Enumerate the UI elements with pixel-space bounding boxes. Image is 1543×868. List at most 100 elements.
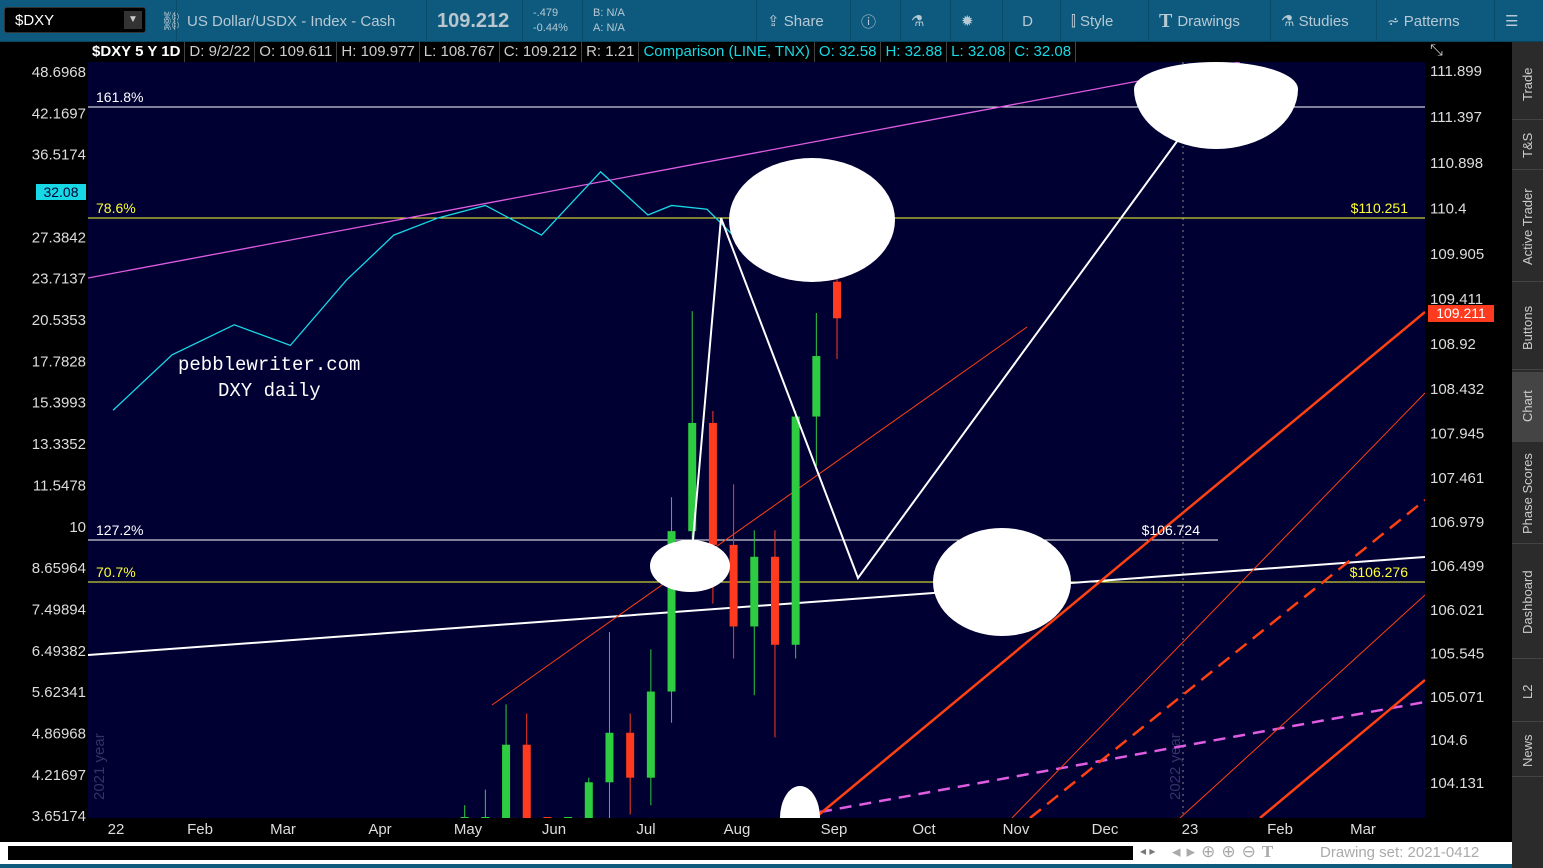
watermark-title: DXY daily bbox=[218, 380, 321, 402]
net-change: -.479 bbox=[533, 7, 559, 19]
time-axis-tick: Feb bbox=[1267, 821, 1293, 838]
style-button[interactable]: ⫿ Style bbox=[1060, 0, 1123, 42]
last-price: 109.212 bbox=[426, 0, 519, 42]
aggregation-button[interactable]: D bbox=[1002, 0, 1052, 42]
zoom-in-icon[interactable]: ⊕ bbox=[1221, 842, 1242, 861]
bar-range: R: 1.21 bbox=[582, 42, 640, 62]
side-tab-phase-scores[interactable]: Phase Scores bbox=[1512, 444, 1543, 544]
candle bbox=[812, 312, 821, 467]
fib-label-1272: 127.2% bbox=[96, 522, 143, 538]
drawings-button[interactable]: T Drawings bbox=[1148, 0, 1250, 42]
last-price-marker bbox=[1428, 305, 1494, 322]
candle bbox=[543, 817, 552, 818]
magenta-dashed-line bbox=[819, 700, 1425, 814]
left-axis-tick: 17.7828 bbox=[32, 353, 86, 370]
link-icon[interactable]: ⛓ bbox=[160, 10, 183, 31]
left-axis-tick: 48.6968 bbox=[32, 64, 86, 81]
right-axis-tick: 106.499 bbox=[1430, 558, 1484, 575]
side-tab-chart[interactable]: Chart bbox=[1512, 372, 1543, 442]
time-axis-tick: Dec bbox=[1092, 821, 1119, 838]
left-axis-tick: 15.3993 bbox=[32, 395, 86, 412]
horizontal-scrollbar[interactable] bbox=[8, 846, 1133, 860]
comparison-high: H: 32.88 bbox=[881, 42, 948, 62]
time-axis-tick: Jul bbox=[636, 821, 655, 838]
bid: B: N/A bbox=[593, 7, 625, 19]
patterns-icon: ⩫ bbox=[1387, 13, 1404, 30]
price-chart[interactable]: 2021 year 2022 year 161.8% 78.6% 127.2% … bbox=[0, 0, 1512, 842]
candle-body bbox=[791, 416, 800, 645]
symbol-input[interactable]: $DXY ▼ bbox=[4, 7, 146, 33]
candle-body bbox=[584, 782, 593, 818]
left-axis-tick: 4.21697 bbox=[32, 767, 86, 784]
time-axis-tick: May bbox=[454, 821, 483, 838]
side-tab-dashboard[interactable]: Dashboard bbox=[1512, 547, 1543, 659]
left-axis-tick: 13.3352 bbox=[32, 436, 86, 453]
list-icon: ☰ bbox=[1505, 13, 1519, 30]
left-axis-tick: 5.62341 bbox=[32, 684, 86, 701]
side-tab-active-trader[interactable]: Active Trader bbox=[1512, 172, 1543, 282]
fib-price-707: $106.276 bbox=[1350, 564, 1409, 580]
time-axis-tick: Jun bbox=[542, 821, 566, 838]
side-tab-l-[interactable]: L2 bbox=[1512, 662, 1543, 722]
left-axis: 48.6968 42.1697 36.5174 27.3842 23.7137 20.53… bbox=[32, 64, 86, 825]
right-axis-tick: 107.461 bbox=[1430, 470, 1484, 487]
right-axis-tick: 104.6 bbox=[1430, 732, 1468, 749]
chevron-down-icon[interactable]: ▼ bbox=[124, 11, 142, 29]
right-axis-tick: 105.071 bbox=[1430, 689, 1484, 706]
right-axis-tick: 110.898 bbox=[1430, 155, 1483, 172]
comparison-last-marker bbox=[36, 184, 86, 200]
flask-button[interactable]: ⚗ bbox=[900, 0, 934, 42]
side-tab-trade[interactable]: Trade bbox=[1512, 50, 1543, 120]
settings-button[interactable]: ✹ bbox=[950, 0, 984, 42]
right-axis-tick: 108.92 bbox=[1430, 336, 1476, 353]
time-axis-tick: Mar bbox=[1350, 821, 1376, 838]
gear-icon: ✹ bbox=[961, 13, 974, 30]
fib-price-786: $110.251 bbox=[1351, 200, 1409, 216]
scroll-arrows-icon[interactable]: ◂ ▸ bbox=[1140, 844, 1156, 858]
studies-button[interactable]: ⚗ Studies bbox=[1270, 0, 1359, 42]
highlight-ellipse-lower bbox=[1134, 89, 1298, 149]
left-axis-tick: 7.49894 bbox=[32, 601, 86, 618]
crosshair-icon[interactable]: ⊕ bbox=[1201, 842, 1222, 861]
bottom-bar: ◂ ▸ ◂▸⊕⊕⊖T Drawing set: 2021-0412 bbox=[0, 842, 1512, 864]
menu-button[interactable]: ☰ bbox=[1494, 0, 1528, 42]
time-axis: 22 Feb Mar Apr May Jun Jul Aug Sep Oct Nov Dec 23 Feb… bbox=[108, 821, 1376, 838]
candle-body bbox=[481, 817, 490, 818]
right-axis-tick: 105.545 bbox=[1430, 645, 1484, 662]
left-axis-tick: 6.49382 bbox=[32, 643, 86, 660]
drawing-set-selector[interactable]: Drawing set: 2021-0412 bbox=[1320, 844, 1480, 861]
symbol-value: $DXY bbox=[15, 12, 55, 29]
expand-icon[interactable]: ⤡ bbox=[1430, 42, 1443, 59]
right-sidebar: Trade T&S Active Trader Buttons Chart Phase S… bbox=[1512, 42, 1543, 868]
candle-body bbox=[729, 544, 738, 627]
highlight-ellipse bbox=[780, 786, 820, 818]
highlight-ellipse bbox=[933, 528, 1071, 636]
bar-open: O: 109.611 bbox=[255, 42, 338, 62]
side-tab-news[interactable]: News bbox=[1512, 725, 1543, 777]
side-tab-t-s[interactable]: T&S bbox=[1512, 122, 1543, 170]
comparison-label: Comparison (LINE, TNX) bbox=[639, 42, 815, 62]
right-axis-tick: 107.945 bbox=[1430, 425, 1484, 442]
toolbar: $DXY ▼ ⛓ US Dollar/USDX - Index - Cash 10… bbox=[0, 0, 1543, 42]
side-tab-buttons[interactable]: Buttons bbox=[1512, 286, 1543, 370]
share-button[interactable]: ⇪ Share bbox=[756, 0, 834, 42]
flask-icon: ⚗ bbox=[911, 13, 925, 30]
right-axis-tick: 106.021 bbox=[1430, 602, 1484, 619]
candles bbox=[460, 248, 842, 818]
patterns-button[interactable]: ⩫ Patterns bbox=[1376, 0, 1470, 42]
comparison-close: C: 32.08 bbox=[1010, 42, 1077, 62]
candle-body bbox=[708, 422, 717, 545]
right-axis-tick: 111.397 bbox=[1430, 109, 1482, 126]
zoom-out-icon[interactable]: ⊖ bbox=[1241, 842, 1262, 861]
bar-low: L: 108.767 bbox=[420, 42, 500, 62]
info-button[interactable]: ⓘ bbox=[850, 0, 886, 42]
orange-channel-upper bbox=[814, 311, 1425, 818]
orange-dashed-line bbox=[1029, 499, 1425, 818]
candle bbox=[667, 497, 676, 723]
text-tool-icon[interactable]: T bbox=[1261, 842, 1280, 861]
candle-body bbox=[688, 422, 697, 532]
right-axis-tick: 111.899 bbox=[1430, 63, 1482, 80]
year-label-2021: 2021 year bbox=[91, 733, 108, 800]
left-axis-tick: 27.3842 bbox=[32, 229, 86, 246]
pan-icon[interactable]: ◂▸ bbox=[1172, 842, 1202, 861]
